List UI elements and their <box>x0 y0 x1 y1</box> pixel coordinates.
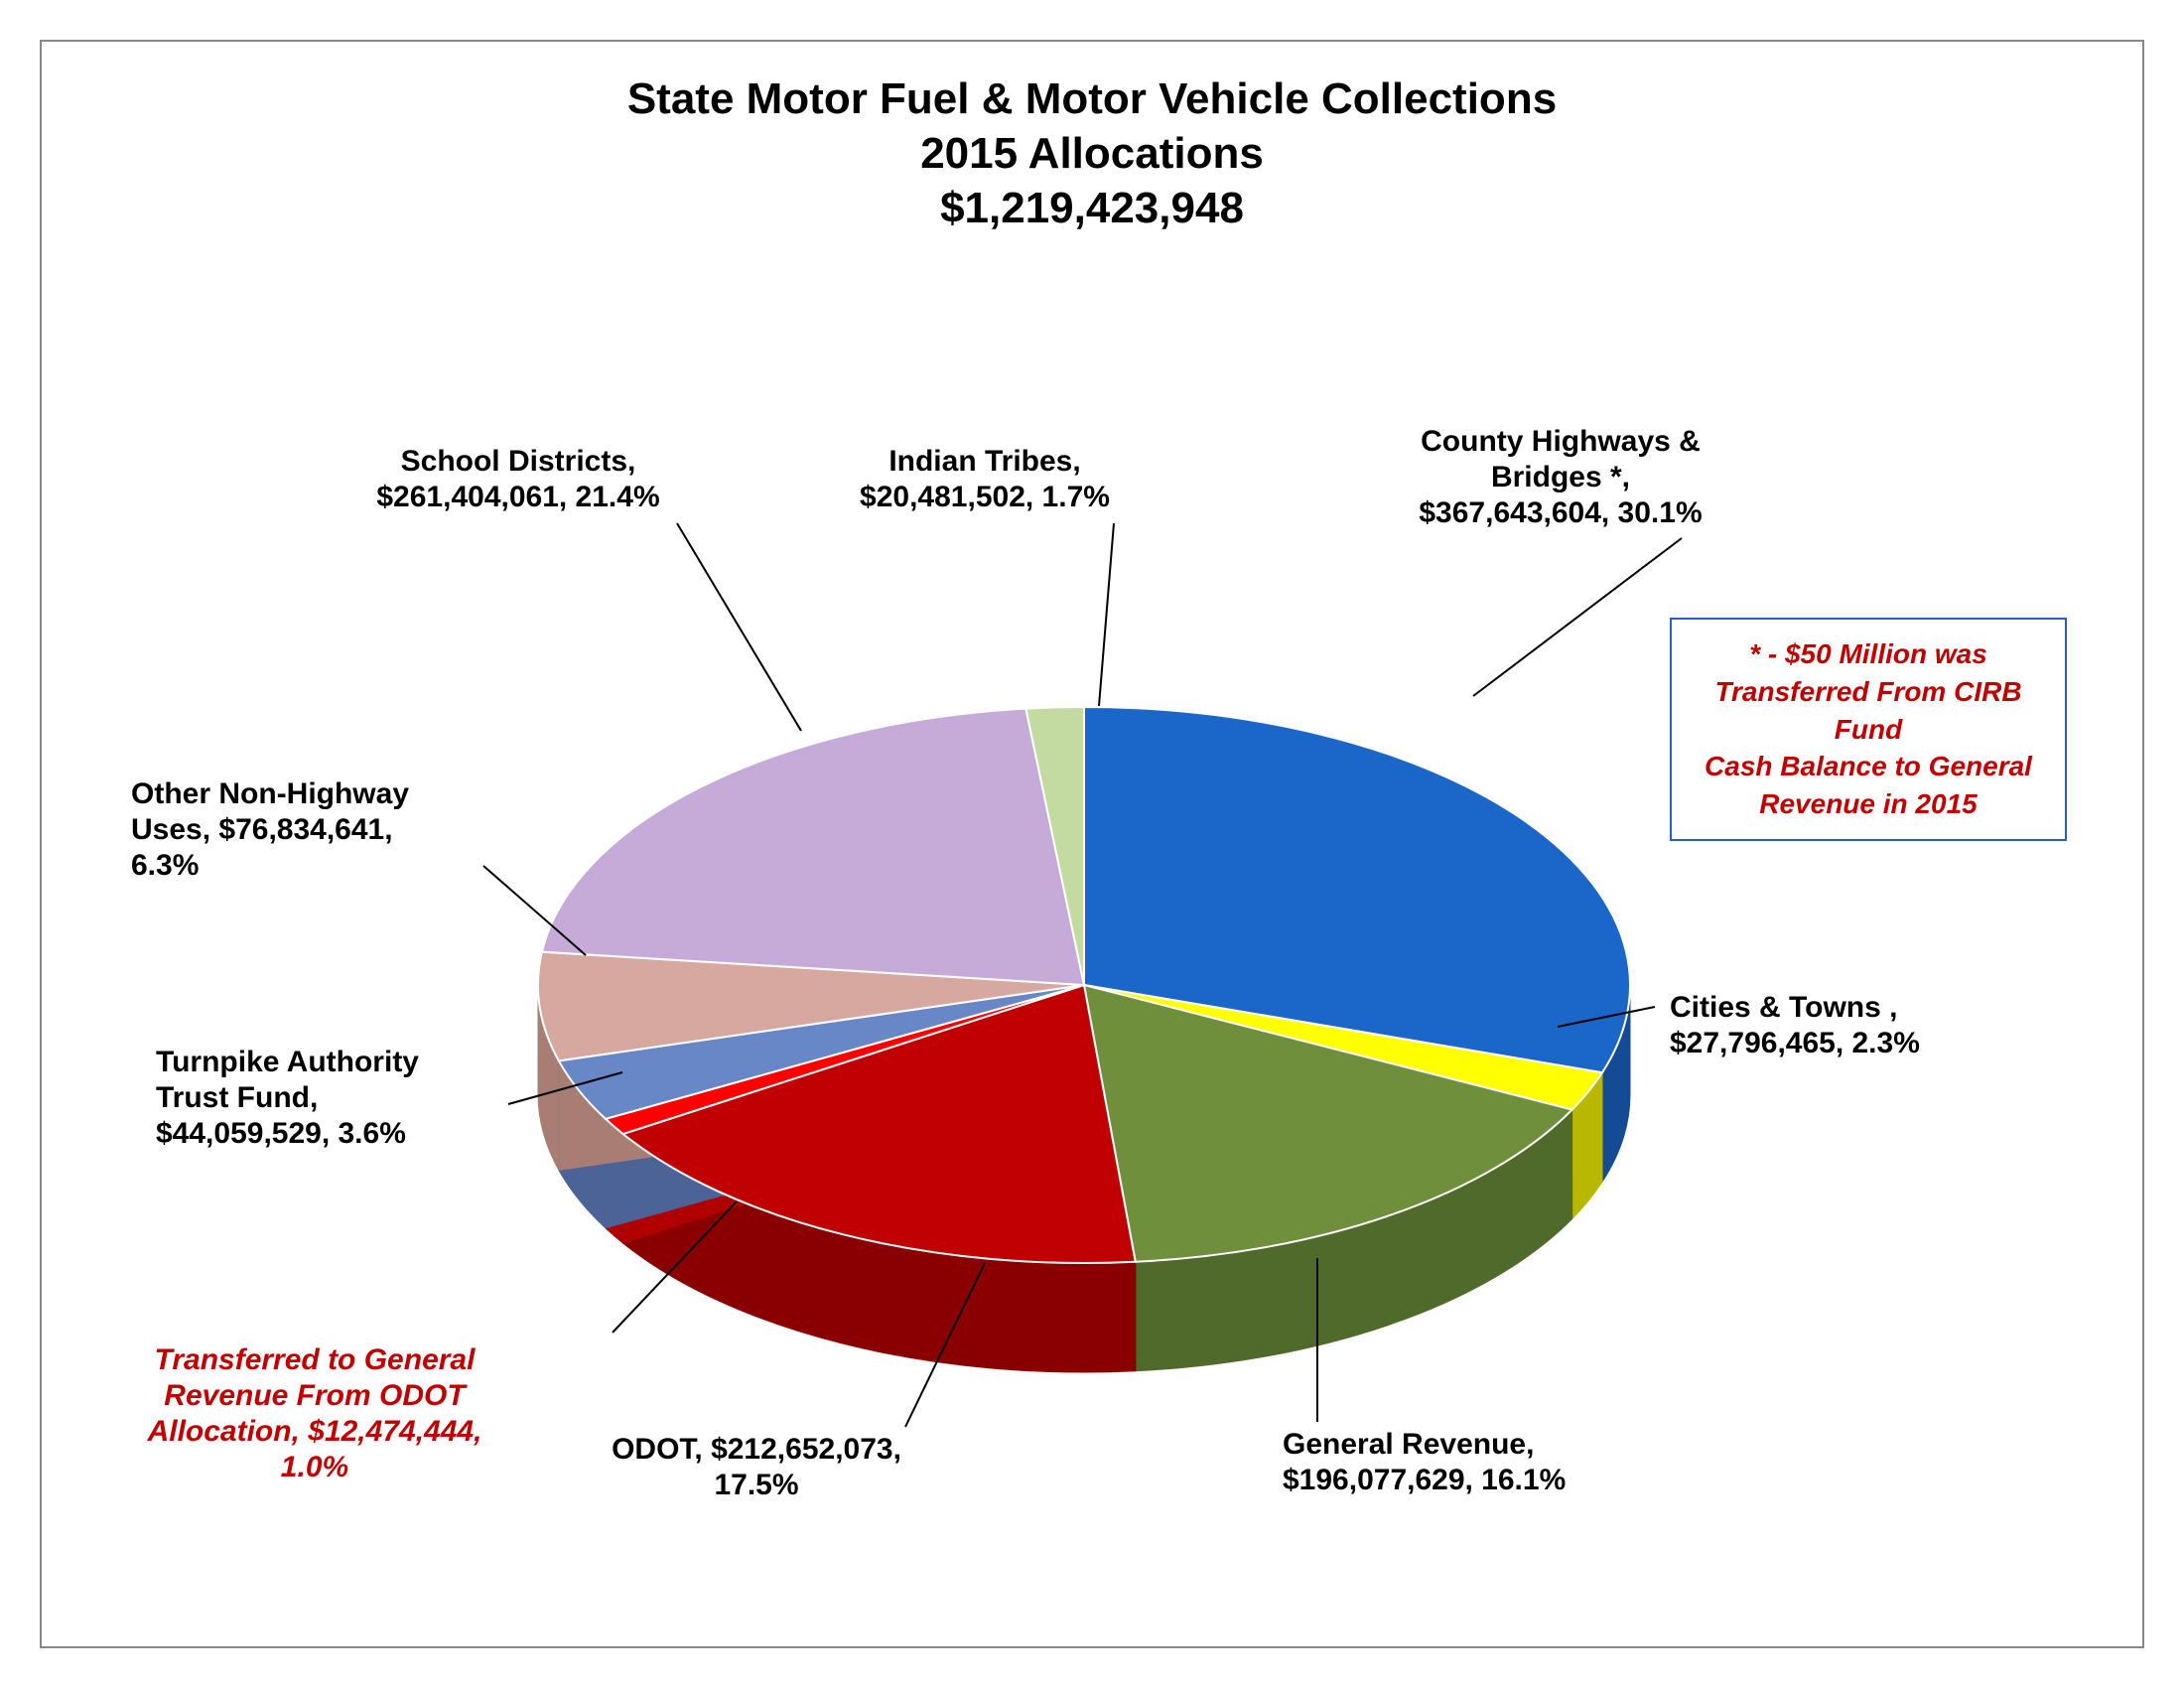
slice-label-line: Turnpike Authority <box>156 1046 419 1078</box>
footnote-line-1: * - $50 Million was <box>1749 638 1987 669</box>
footnote-line-4: Revenue in 2015 <box>1759 788 1977 819</box>
slice-label-line: Uses, $76,834,641, <box>131 813 393 846</box>
slice-label: Turnpike AuthorityTrust Fund,$44,059,529… <box>156 1045 419 1152</box>
slice-label-line: Indian Tribes, <box>888 445 1080 478</box>
slice-label-line: Other Non-Highway <box>131 777 409 810</box>
slice-label: County Highways &Bridges *,$367,643,604,… <box>1312 424 1809 531</box>
slice-label-line: County Highways & <box>1421 425 1701 458</box>
slice-label-line: ODOT, $212,652,073, <box>612 1433 901 1466</box>
slice-label: Cities & Towns ,$27,796,465, 2.3% <box>1670 990 1920 1061</box>
slice-label-line: General Revenue, <box>1283 1428 1534 1461</box>
slice-label: Indian Tribes,$20,481,502, 1.7% <box>737 444 1233 515</box>
slice-label: Transferred to GeneralRevenue From ODOTA… <box>67 1342 563 1485</box>
footnote-line-3: Cash Balance to General <box>1705 751 2032 781</box>
slice-label-line: Revenue From ODOT <box>164 1379 465 1412</box>
slice-label-line: $261,404,061, 21.4% <box>376 481 659 513</box>
slice-label: School Districts,$261,404,061, 21.4% <box>270 444 766 515</box>
footnote-box: * - $50 Million was Transferred From CIR… <box>1670 618 2067 841</box>
slice-label-line: Cities & Towns , <box>1670 991 1897 1024</box>
slice-label-line: $196,077,629, 16.1% <box>1283 1464 1566 1496</box>
chart-panel: State Motor Fuel & Motor Vehicle Collect… <box>40 40 2144 1648</box>
slice-label-line: 6.3% <box>131 849 199 882</box>
slice-label-line: Trust Fund, <box>156 1081 318 1114</box>
slice-label-line: 1.0% <box>281 1451 348 1483</box>
slice-label-line: $44,059,529, 3.6% <box>156 1117 406 1150</box>
page: State Motor Fuel & Motor Vehicle Collect… <box>0 0 2184 1688</box>
slice-label: ODOT, $212,652,073,17.5% <box>508 1432 1005 1503</box>
slice-label: Other Non-HighwayUses, $76,834,641,6.3% <box>131 776 409 884</box>
labels-layer: County Highways &Bridges *,$367,643,604,… <box>42 42 2142 1646</box>
slice-label: General Revenue,$196,077,629, 16.1% <box>1283 1427 1566 1498</box>
slice-label-line: Allocation, $12,474,444, <box>148 1415 482 1448</box>
slice-label-line: $367,643,604, 30.1% <box>1419 496 1702 529</box>
slice-label-line: $27,796,465, 2.3% <box>1670 1027 1920 1059</box>
slice-label-line: 17.5% <box>714 1469 798 1501</box>
slice-label-line: Transferred to General <box>155 1343 476 1376</box>
slice-label-line: School Districts, <box>401 445 636 478</box>
footnote-line-2: Transferred From CIRB Fund <box>1714 676 2021 745</box>
slice-label-line: Bridges *, <box>1491 461 1630 493</box>
slice-label-line: $20,481,502, 1.7% <box>860 481 1110 513</box>
